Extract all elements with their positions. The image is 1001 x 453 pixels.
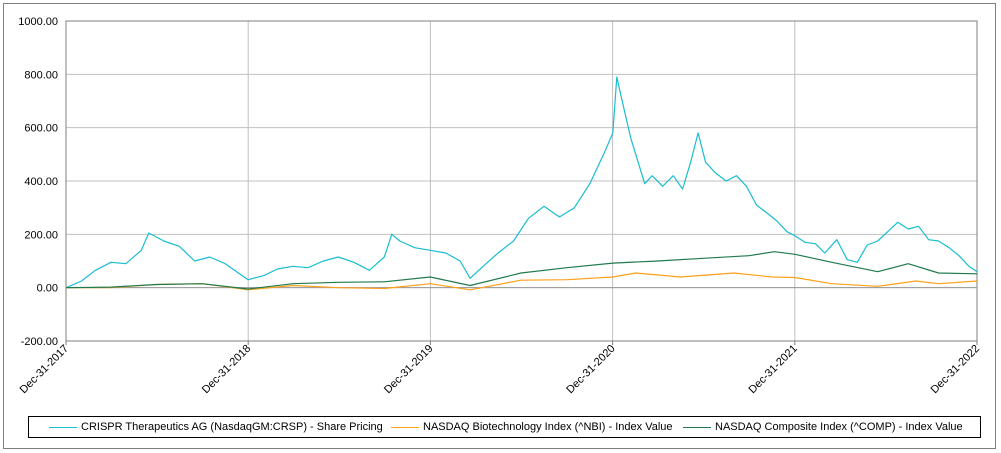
y-tick-label: 200.00 [24, 229, 58, 241]
chart-frame [3, 3, 996, 449]
y-tick-label: 800.00 [24, 69, 58, 81]
x-tick-label: Dec-31-2019 [382, 343, 435, 396]
y-tick-label: 0.00 [37, 283, 58, 295]
legend-swatch-comp [683, 426, 711, 428]
y-tick-label: -200.00 [21, 336, 58, 348]
legend-label-crsp: CRISPR Therapeutics AG (NasdaqGM:CRSP) -… [81, 421, 383, 433]
series-line-comp [65, 251, 978, 290]
x-tick-label: Dec-31-2018 [200, 343, 253, 396]
legend-item-nbi: NASDAQ Biotechnology Index (^NBI) - Inde… [391, 421, 673, 433]
legend-swatch-nbi [391, 426, 419, 428]
plot-area-border [65, 20, 978, 342]
series-line-crsp [65, 76, 978, 289]
x-tick-label: Dec-31-2020 [564, 343, 617, 396]
x-tick-label: Dec-31-2022 [929, 343, 982, 396]
chart-legend: CRISPR Therapeutics AG (NasdaqGM:CRSP) -… [28, 416, 981, 438]
legend-label-nbi: NASDAQ Biotechnology Index (^NBI) - Inde… [423, 421, 673, 433]
x-tick-label: Dec-31-2021 [746, 343, 799, 396]
legend-swatch-crsp [49, 426, 77, 428]
y-tick-label: 600.00 [24, 123, 58, 135]
legend-label-comp: NASDAQ Composite Index (^COMP) - Index V… [715, 421, 963, 433]
y-tick-label: 1000.00 [18, 16, 58, 28]
x-tick-label: Dec-31-2017 [18, 343, 71, 396]
legend-item-comp: NASDAQ Composite Index (^COMP) - Index V… [683, 421, 963, 433]
y-tick-label: 400.00 [24, 176, 58, 188]
legend-item-crsp: CRISPR Therapeutics AG (NasdaqGM:CRSP) -… [49, 421, 383, 433]
